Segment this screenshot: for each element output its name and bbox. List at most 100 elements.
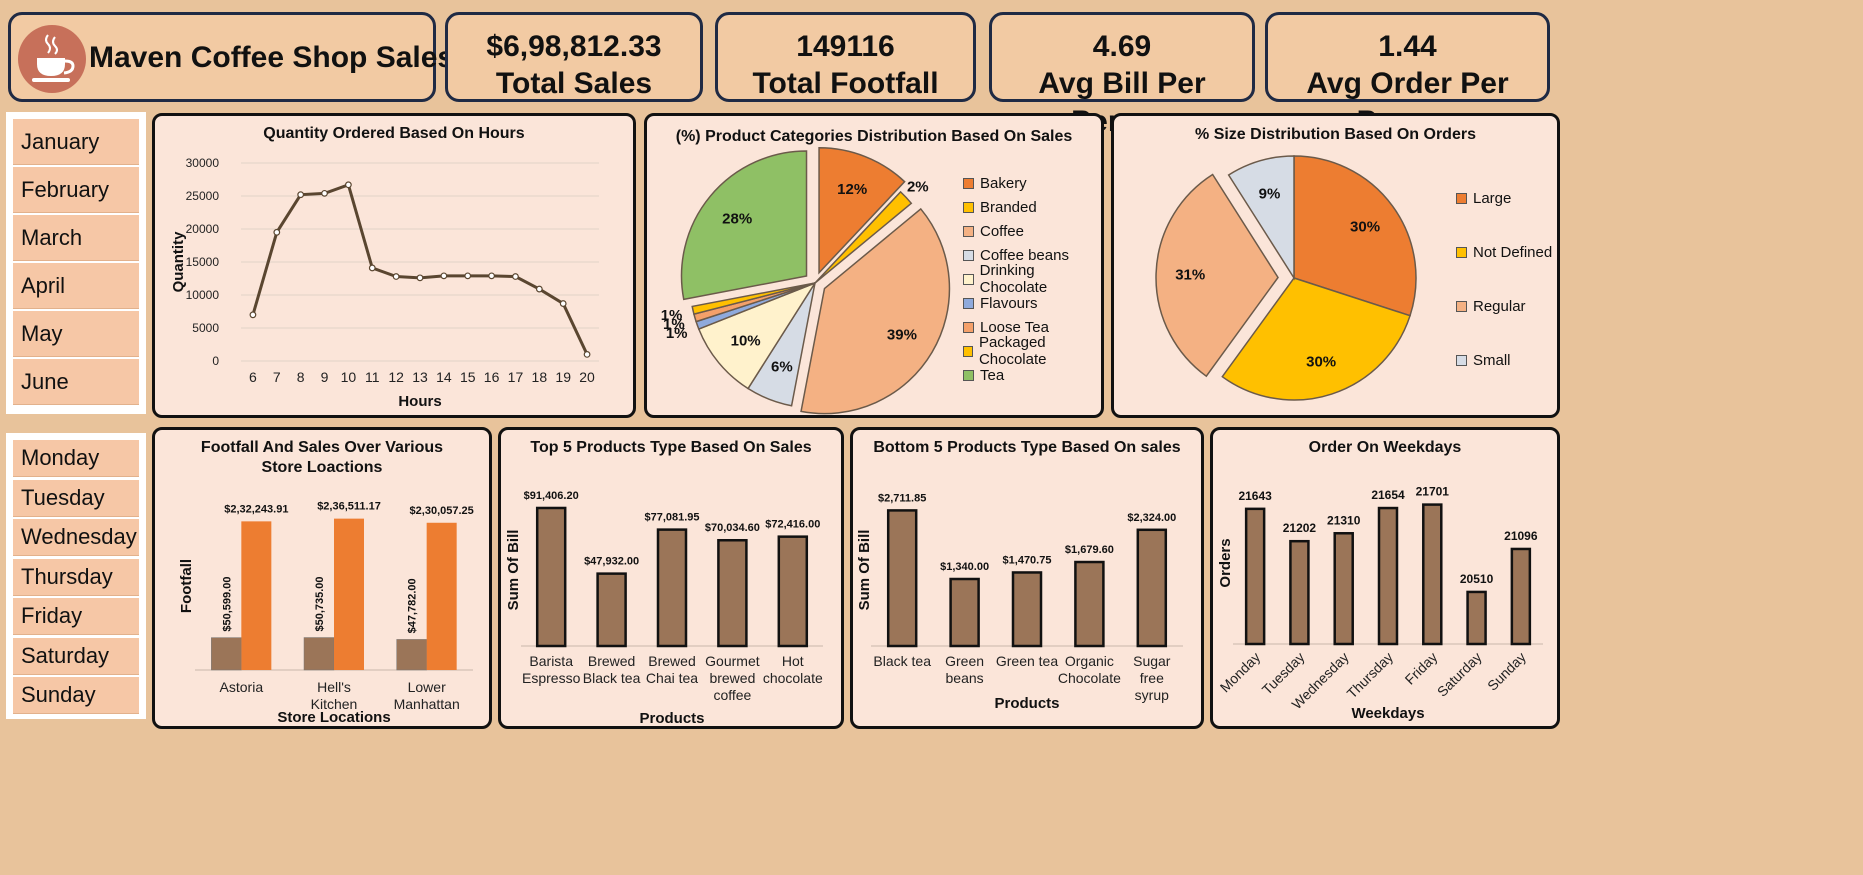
kpi-total-sales: $6,98,812.33 Total Sales: [445, 12, 703, 102]
bar-sales: [241, 521, 272, 670]
legend-item: Small: [1456, 333, 1552, 387]
x-tick-label: Green: [945, 653, 984, 669]
slicer-item-sunday[interactable]: Sunday: [13, 677, 139, 714]
x-tick-label: coffee: [713, 687, 751, 703]
legend-label: Drinking Chocolate: [979, 262, 1048, 296]
legend-label: Flavours: [980, 294, 1038, 312]
slicer-item-january[interactable]: January: [13, 119, 139, 165]
x-tick-label: Hell's: [317, 679, 351, 695]
legend-item: Coffee: [963, 219, 1101, 243]
slicer-item-friday[interactable]: Friday: [13, 598, 139, 635]
slicer-item-monday[interactable]: Monday: [13, 440, 139, 477]
slicer-item-june[interactable]: June: [13, 359, 139, 405]
y-tick-label: 0: [212, 354, 219, 368]
slicer-item-wednesday[interactable]: Wednesday: [13, 519, 139, 556]
slicer-item-february[interactable]: February: [13, 167, 139, 213]
y-axis-label: Sum Of Bill: [856, 530, 873, 611]
chart-title: Order On Weekdays: [1308, 439, 1462, 456]
pie-value-label: 12%: [837, 181, 867, 198]
y-axis-label: Sum Of Bill: [505, 530, 522, 611]
legend-swatch: [1456, 300, 1467, 312]
categories-chart-panel: (%) Product Categories Distribution Base…: [644, 113, 1104, 418]
x-tick-label: Brewed: [648, 653, 695, 669]
x-axis-label: Store Locations: [277, 709, 390, 726]
categories-legend: Bakery Branded Coffee Coffee beans Drinking …: [963, 171, 1101, 387]
y-tick-label: 10000: [186, 288, 220, 302]
pie-value-label: 39%: [887, 326, 917, 343]
slicer-item-tuesday[interactable]: Tuesday: [13, 479, 139, 517]
x-tick-label: Chai tea: [646, 670, 698, 686]
legend-label: Packaged Chocolate: [978, 334, 1047, 368]
x-tick-label: Espresso: [522, 670, 581, 686]
y-tick-label: 15000: [186, 255, 220, 269]
data-point: [440, 272, 448, 280]
pie-value-label: 28%: [722, 211, 752, 228]
x-tick-label: Monday: [1217, 649, 1264, 696]
kpi-value: 1.44: [1378, 30, 1437, 63]
slicer-item-thursday[interactable]: Thursday: [13, 558, 139, 596]
data-point: [273, 228, 281, 236]
slicer-item-saturday[interactable]: Saturday: [13, 637, 139, 675]
data-label: $2,30,057.25: [410, 505, 474, 517]
data-label: $70,034.60: [705, 522, 760, 534]
pie-slice: [800, 207, 951, 415]
chart-title: Footfall And Sales Over Various Store Lo…: [200, 439, 444, 476]
weekday-slicer: Monday Tuesday Wednesday Thursday Friday…: [6, 433, 146, 719]
data-label: 20510: [1460, 572, 1494, 586]
pie-value-label: 2%: [907, 178, 929, 195]
x-tick-label: 11: [365, 369, 380, 385]
data-label: $2,36,511.17: [317, 501, 381, 513]
legend-item: Coffee beans: [963, 243, 1101, 267]
legend-item: Packaged Chocolate: [963, 334, 1101, 368]
kpi-label: Total Footfall: [752, 67, 939, 100]
y-tick-label: 30000: [186, 156, 220, 170]
slicer-item-april[interactable]: April: [13, 263, 139, 309]
pie-value-label: 31%: [1175, 267, 1205, 284]
x-axis-label: Products: [994, 695, 1059, 712]
data-label: $1,470.75: [1003, 554, 1052, 566]
bar: [1510, 547, 1532, 646]
title-card: Maven Coffee Shop Sales: [8, 12, 454, 102]
legend-swatch: [1456, 246, 1467, 258]
sizes-pie-chart: 30% 30% 31% 9%: [1155, 155, 1417, 401]
x-tick-label: Kitchen: [311, 696, 358, 712]
legend-item: Not Defined: [1456, 225, 1552, 279]
legend-label: Branded: [980, 198, 1037, 216]
x-tick-label: Saturday: [1434, 649, 1485, 700]
y-tick-label: 20000: [186, 222, 220, 236]
slicer-item-may[interactable]: May: [13, 311, 139, 357]
kpi-total-footfall: 149116 Total Footfall: [715, 12, 976, 102]
legend-swatch: [963, 225, 974, 237]
x-tick-label: 10: [341, 369, 357, 385]
data-point: [583, 350, 591, 358]
legend-swatch: [963, 321, 974, 333]
pie-slice: [1227, 155, 1295, 281]
data-label: 21654: [1371, 488, 1405, 502]
x-tick-label: Barista: [529, 653, 573, 669]
pie-value-label: 10%: [731, 332, 761, 349]
pie-slice: [1293, 155, 1417, 317]
slicer-item-march[interactable]: March: [13, 215, 139, 261]
page-title: Maven Coffee Shop Sales: [89, 41, 455, 74]
pie-value-label: 9%: [1259, 186, 1281, 203]
x-tick-label: 18: [532, 369, 548, 385]
bar: [1074, 560, 1105, 648]
bar: [1333, 532, 1354, 646]
legend-label: Small: [1473, 351, 1511, 369]
legend-swatch: [963, 177, 974, 189]
legend-swatch: [963, 201, 974, 213]
bar: [535, 506, 567, 648]
x-tick-label: Astoria: [220, 679, 264, 695]
data-label: $91,406.20: [524, 490, 579, 502]
sizes-chart-panel: % Size Distribution Based On Orders 30% 3…: [1111, 113, 1560, 418]
data-point: [368, 264, 376, 272]
x-tick-label: 19: [555, 369, 571, 385]
x-tick-label: 9: [321, 369, 329, 385]
weekdays-chart-panel: Order On Weekdays 21643 Monday 21202 Tuesda…: [1210, 427, 1560, 729]
legend-item: Loose Tea: [963, 315, 1101, 339]
legend-item: Flavours: [963, 291, 1101, 315]
x-tick-label: 14: [436, 369, 452, 385]
x-tick-label: Sugar: [1133, 653, 1171, 669]
legend-item: Branded: [963, 195, 1101, 219]
